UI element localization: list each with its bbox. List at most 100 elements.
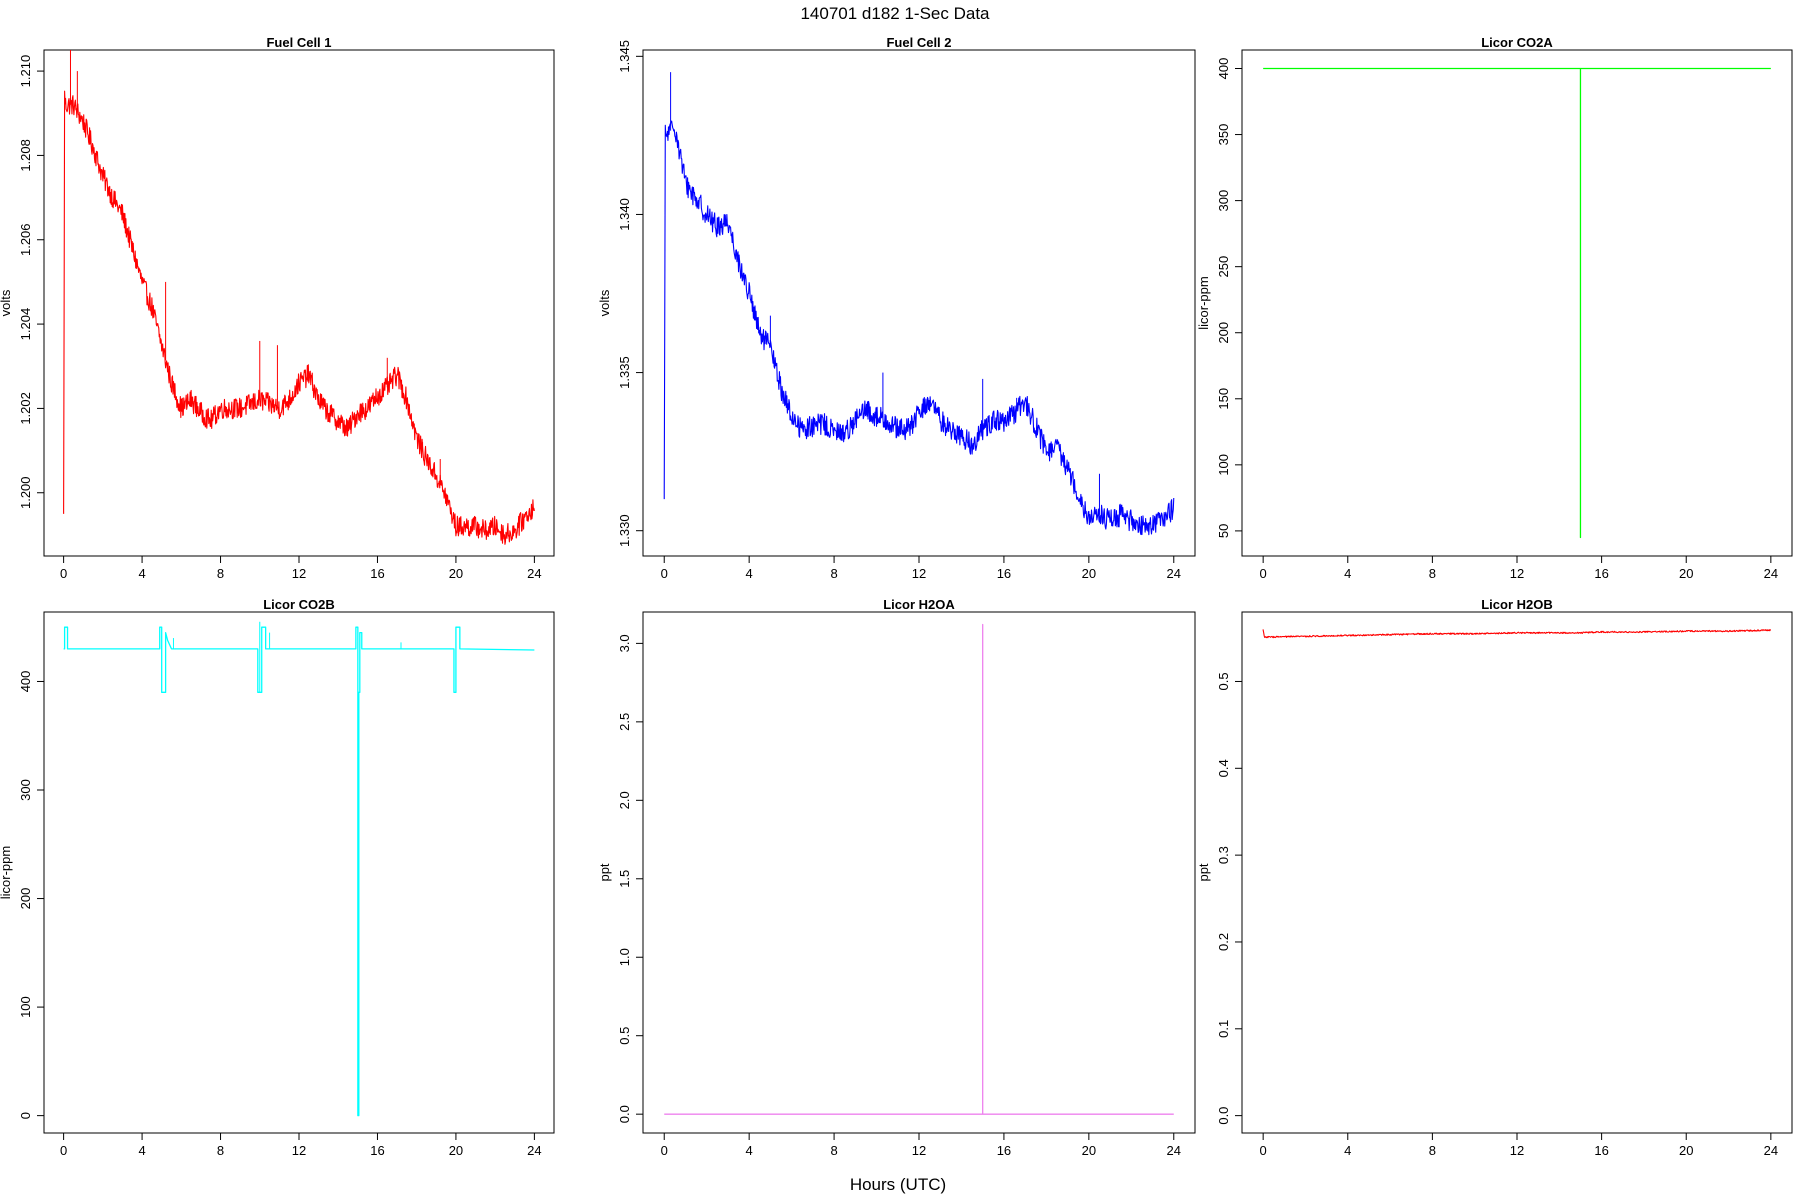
x-tick-label: 24 xyxy=(1764,1143,1778,1158)
y-axis-label: licor-ppm xyxy=(1196,276,1211,329)
x-tick-label: 20 xyxy=(1082,566,1096,581)
y-tick-label: 1.5 xyxy=(617,870,632,888)
chart-panel-5: Licor H2OA ppt 0 4 8 12 16 20 24 0.0 0.5 1.0 1.5 2.0 2… xyxy=(597,597,1196,1158)
x-tick-label: 12 xyxy=(292,1143,306,1158)
x-tick-label: 12 xyxy=(1510,566,1524,581)
x-tick-label: 8 xyxy=(1429,566,1436,581)
y-tick-label: 150 xyxy=(1216,388,1231,410)
x-tick-label: 4 xyxy=(746,566,753,581)
y-tick-label: 100 xyxy=(18,996,33,1018)
x-tick-label: 12 xyxy=(912,1143,926,1158)
x-tick-label: 4 xyxy=(1344,1143,1351,1158)
x-tick-label: 24 xyxy=(1167,566,1181,581)
figure-xlabel: Hours (UTC) xyxy=(850,1175,946,1194)
data-series-line xyxy=(63,626,535,1117)
y-tick-label: 2.0 xyxy=(617,791,632,809)
x-tick-label: 20 xyxy=(1679,566,1693,581)
y-tick-label: 0.0 xyxy=(1216,1107,1231,1125)
data-series-line xyxy=(1263,67,1771,539)
y-tick-label: 0.0 xyxy=(617,1105,632,1123)
x-tick-label: 16 xyxy=(370,1143,384,1158)
x-tick-label: 0 xyxy=(661,1143,668,1158)
y-tick-label: 400 xyxy=(18,671,33,693)
x-tick-label: 0 xyxy=(1260,566,1267,581)
x-tick-label: 12 xyxy=(292,566,306,581)
x-tick-label: 16 xyxy=(1594,566,1608,581)
x-tick-label: 8 xyxy=(1429,1143,1436,1158)
data-series-line xyxy=(1262,629,1772,639)
y-tick-label: 0.1 xyxy=(1216,1020,1231,1038)
y-tick-label: 1.204 xyxy=(18,308,33,341)
y-tick-label: 2.5 xyxy=(617,713,632,731)
figure-suptitle: 140701 d182 1-Sec Data xyxy=(800,4,990,23)
x-tick-label: 8 xyxy=(830,566,837,581)
y-tick-label: 250 xyxy=(1216,256,1231,278)
x-tick-label: 12 xyxy=(912,566,926,581)
x-tick-label: 20 xyxy=(449,566,463,581)
x-tick-label: 8 xyxy=(217,1143,224,1158)
y-axis-label: ppt xyxy=(1196,863,1211,881)
y-tick-label: 0.3 xyxy=(1216,846,1231,864)
x-tick-label: 12 xyxy=(1510,1143,1524,1158)
x-tick-label: 4 xyxy=(746,1143,753,1158)
y-tick-label: 1.206 xyxy=(18,223,33,256)
y-tick-label: 1.208 xyxy=(18,139,33,172)
y-tick-label: 1.345 xyxy=(617,40,632,73)
data-series-line xyxy=(663,120,1175,536)
y-tick-label: 0.5 xyxy=(617,1027,632,1045)
x-tick-label: 0 xyxy=(60,1143,67,1158)
y-tick-label: 300 xyxy=(1216,190,1231,212)
x-tick-label: 8 xyxy=(830,1143,837,1158)
panel-title: Licor CO2B xyxy=(263,597,335,612)
chart-panel-3: Licor CO2A licor-ppm 0 4 8 12 16 20 24 50 100 150 20… xyxy=(1196,35,1793,581)
chart-panel-6: Licor H2OB ppt 0 4 8 12 16 20 24 0.0 0.1 0.2 0.3 0.4 0… xyxy=(1196,597,1793,1158)
panel-title: Fuel Cell 2 xyxy=(886,35,951,50)
y-tick-label: 1.335 xyxy=(617,356,632,389)
x-tick-label: 20 xyxy=(1679,1143,1693,1158)
x-tick-label: 4 xyxy=(1344,566,1351,581)
y-axis-label: volts xyxy=(597,289,612,316)
y-tick-label: 200 xyxy=(18,888,33,910)
x-tick-label: 24 xyxy=(1764,566,1778,581)
y-tick-label: 0.2 xyxy=(1216,933,1231,951)
y-tick-label: 300 xyxy=(18,779,33,801)
y-tick-label: 400 xyxy=(1216,58,1231,80)
chart-panel-1: Fuel Cell 1 volts 0 4 8 12 16 20 24 1.200 1.202 1.2… xyxy=(0,35,555,581)
x-tick-label: 0 xyxy=(60,566,67,581)
x-tick-label: 16 xyxy=(997,566,1011,581)
y-tick-label: 1.340 xyxy=(617,198,632,231)
y-axis-label: volts xyxy=(0,289,13,316)
x-tick-label: 4 xyxy=(138,566,145,581)
x-tick-label: 20 xyxy=(1082,1143,1096,1158)
x-tick-label: 24 xyxy=(527,1143,541,1158)
x-tick-label: 0 xyxy=(1260,1143,1267,1158)
y-tick-label: 100 xyxy=(1216,454,1231,476)
y-tick-label: 1.0 xyxy=(617,948,632,966)
y-axis-label: ppt xyxy=(597,863,612,881)
x-tick-label: 20 xyxy=(449,1143,463,1158)
y-tick-label: 0.4 xyxy=(1216,759,1231,777)
y-tick-label: 0 xyxy=(18,1112,33,1119)
y-tick-label: 1.202 xyxy=(18,392,33,425)
data-series-line xyxy=(63,90,535,545)
panel-title: Fuel Cell 1 xyxy=(266,35,331,50)
x-tick-label: 16 xyxy=(1594,1143,1608,1158)
x-tick-label: 16 xyxy=(370,566,384,581)
panels: Fuel Cell 1 volts 0 4 8 12 16 20 24 1.200 1.202 1.2… xyxy=(0,35,1793,1158)
y-tick-label: 50 xyxy=(1216,524,1231,538)
y-tick-label: 1.330 xyxy=(617,514,632,547)
chart-panel-2: Fuel Cell 2 volts 0 4 8 12 16 20 24 1.330 1.335 1.3… xyxy=(597,35,1196,581)
x-tick-label: 8 xyxy=(217,566,224,581)
y-tick-label: 1.200 xyxy=(18,476,33,509)
x-tick-label: 4 xyxy=(138,1143,145,1158)
x-tick-label: 24 xyxy=(527,566,541,581)
panel-title: Licor H2OA xyxy=(883,597,955,612)
y-tick-label: 3.0 xyxy=(617,634,632,652)
y-tick-label: 1.210 xyxy=(18,55,33,88)
chart-panel-4: Licor CO2B licor-ppm 0 4 8 12 16 20 24 0 100 200 300… xyxy=(0,597,555,1158)
x-tick-label: 0 xyxy=(661,566,668,581)
y-tick-label: 200 xyxy=(1216,322,1231,344)
data-series-line xyxy=(664,623,1174,1115)
